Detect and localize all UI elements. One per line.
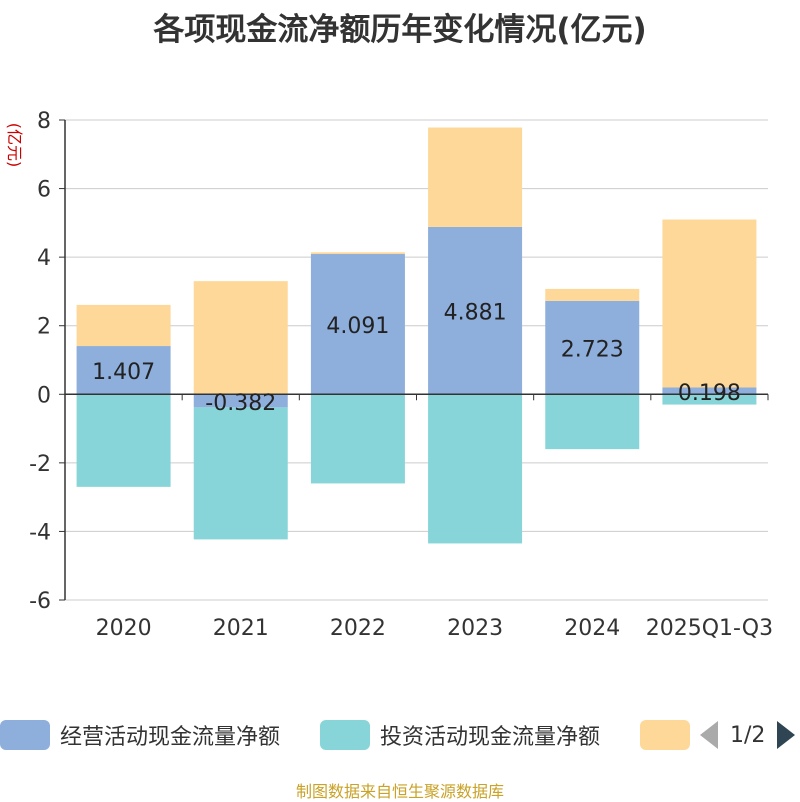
- bar-operating: [193, 394, 288, 408]
- bar-third: [76, 304, 171, 347]
- x-tick-label: 2021: [213, 616, 269, 641]
- legend-swatch-investing: [320, 720, 370, 750]
- data-label: 0.198: [678, 381, 741, 406]
- y-tick-label: -2: [29, 452, 51, 477]
- data-label: 2.723: [561, 338, 624, 363]
- bar-investing: [193, 407, 288, 540]
- legend-pager: 1/2: [700, 715, 796, 755]
- bar-operating: [428, 226, 523, 395]
- pager-prev-icon[interactable]: [700, 721, 718, 749]
- bar-operating: [545, 300, 640, 395]
- legend-label-operating: 经营活动现金流量净额: [60, 725, 281, 750]
- legend: 经营活动现金流量净额 投资活动现金流量净额 1/2: [0, 715, 800, 755]
- legend-item-investing[interactable]: 投资活动现金流量净额: [320, 715, 600, 755]
- bar-third: [662, 219, 757, 388]
- source-text: 制图数据来自恒生聚源数据库: [295, 782, 504, 801]
- bar-operating: [662, 387, 757, 395]
- y-tick-label: 0: [37, 383, 51, 408]
- data-label: 4.091: [326, 314, 389, 339]
- bar-investing: [76, 394, 171, 487]
- legend-item-operating[interactable]: 经营活动现金流量净额: [0, 715, 280, 755]
- bar-operating: [310, 254, 405, 395]
- chart-area: -6 -4 -2 0 2 4 6 8 (亿元) 2020 2021 2022 2023 2024 2025Q…: [5, 109, 773, 641]
- y-tick-label: 8: [37, 109, 51, 134]
- data-label: 4.881: [444, 301, 507, 326]
- bar-investing: [662, 394, 757, 405]
- bar-third: [193, 281, 288, 395]
- y-tick-label: 4: [37, 246, 51, 271]
- bar-third: [545, 288, 640, 301]
- data-label: -0.382: [205, 391, 276, 416]
- bar-third: [428, 127, 523, 227]
- bar-investing: [545, 394, 640, 450]
- bar-operating: [76, 346, 171, 395]
- legend-item-third[interactable]: [640, 715, 690, 755]
- x-tick-label: 2025Q1-Q3: [646, 616, 773, 641]
- pager-next-icon[interactable]: [777, 721, 796, 749]
- legend-swatch-operating: [0, 720, 50, 750]
- bar-third: [310, 252, 405, 255]
- x-tick-label: 2020: [96, 616, 152, 641]
- y-tick-label: 2: [37, 315, 51, 340]
- pager-text: 1/2: [730, 722, 766, 748]
- data-label: 1.407: [92, 360, 155, 385]
- x-tick-label: 2024: [564, 616, 620, 641]
- y-tick-label: 6: [37, 178, 51, 203]
- y-tick-label: -6: [29, 589, 51, 614]
- y-tick-label: -4: [29, 520, 51, 545]
- bar-investing: [428, 394, 523, 544]
- x-tick-label: 2023: [447, 616, 503, 641]
- chart-title: 各项现金流净额历年变化情况(亿元): [153, 12, 647, 48]
- y-axis-label: (亿元): [5, 123, 24, 168]
- legend-swatch-third: [640, 720, 690, 750]
- legend-label-investing: 投资活动现金流量净额: [380, 725, 601, 750]
- x-tick-label: 2022: [330, 616, 386, 641]
- bar-investing: [310, 394, 405, 484]
